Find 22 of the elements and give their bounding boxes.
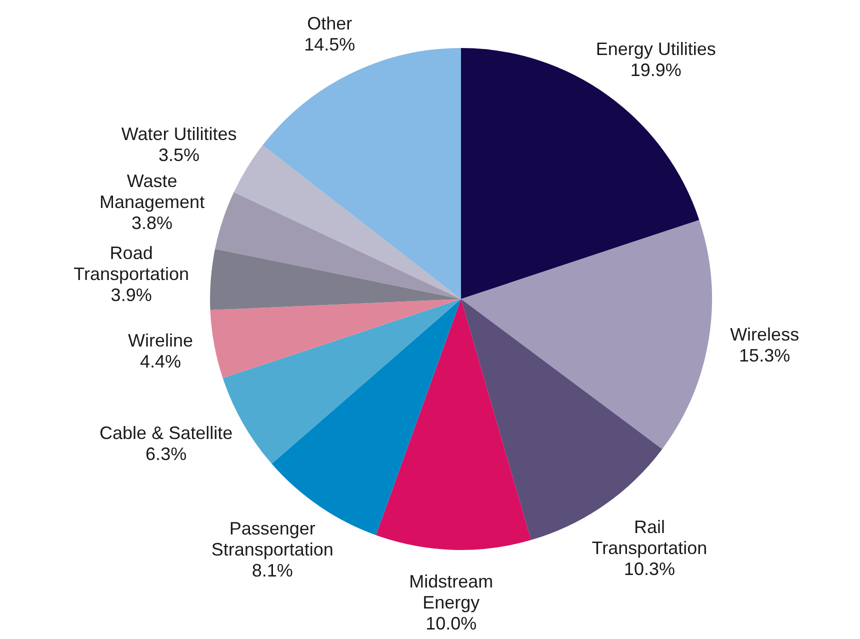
slice-label: Waste Management (100, 171, 205, 212)
slice-label: Other (307, 13, 352, 34)
data-label: 10.0% (426, 613, 477, 634)
slice-label: Energy Utilities (596, 39, 716, 60)
slice-label: Wireless (730, 324, 800, 344)
slice-label: Water Utilitites (121, 124, 237, 144)
data-label: 14.5% (304, 34, 356, 54)
slice-label: Cable & Satellite (100, 423, 233, 444)
slice-label: Passenger Stransportation (211, 518, 334, 560)
data-label: 15.3% (739, 345, 790, 366)
data-label: 4.4% (140, 352, 182, 372)
data-label: 3.9% (110, 285, 152, 306)
data-label: 3.5% (158, 144, 200, 165)
data-label: 8.1% (252, 560, 293, 580)
slice-label: Road Transportation (74, 243, 190, 284)
slice-label: Rail Transportation (592, 517, 708, 558)
data-label: 3.8% (132, 213, 173, 234)
data-label: 19.9% (630, 60, 682, 80)
data-label: 10.3% (624, 559, 675, 580)
slice-label: Wireline (128, 330, 194, 351)
data-label: 6.3% (146, 444, 187, 464)
slice-label: Midstream Energy (409, 571, 494, 612)
